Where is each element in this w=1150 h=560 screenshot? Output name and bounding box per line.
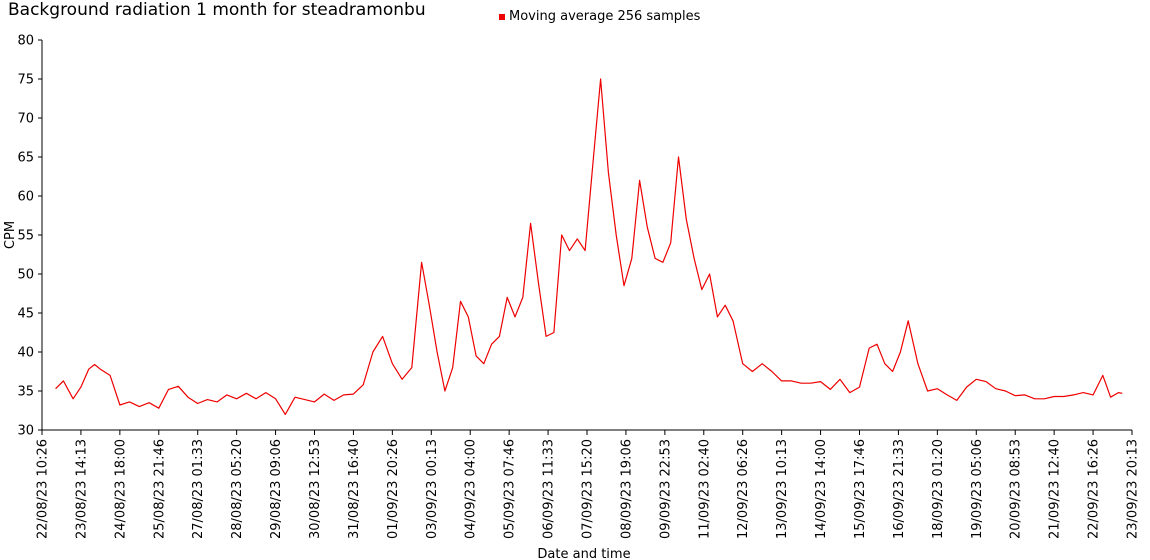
y-tick-label: 60 — [17, 190, 34, 205]
y-axis-ticks: 30 35 40 45 50 55 60 65 70 75 80 — [17, 34, 42, 439]
x-tick-label: 01/09/23 20:26 — [386, 439, 401, 539]
x-axis-label: Date and time — [537, 547, 630, 560]
y-tick-label: 35 — [17, 385, 34, 400]
x-tick-label: 27/08/23 01:33 — [191, 439, 206, 539]
x-tick-label: 09/09/23 22:53 — [658, 439, 673, 539]
x-tick-label: 11/09/23 02:40 — [697, 439, 712, 539]
chart-legend: Moving average 256 samples — [499, 9, 700, 24]
x-tick-label: 14/09/23 14:00 — [814, 439, 829, 539]
y-axis-label: CPM — [3, 221, 18, 249]
x-tick-label: 25/08/23 21:46 — [152, 439, 167, 539]
y-tick-label: 30 — [17, 424, 34, 439]
x-tick-label: 18/09/23 01:20 — [931, 439, 946, 539]
y-tick-label: 55 — [17, 229, 34, 244]
x-tick-label: 06/09/23 11:33 — [542, 439, 557, 539]
x-tick-label: 03/09/23 00:13 — [425, 439, 440, 539]
x-tick-label: 20/09/23 08:53 — [1009, 439, 1024, 539]
y-tick-label: 45 — [17, 307, 34, 322]
x-tick-label: 05/09/23 07:46 — [503, 439, 518, 539]
x-tick-label: 31/08/23 16:40 — [347, 439, 362, 539]
x-tick-label: 19/09/23 05:06 — [970, 439, 985, 539]
chart-title: Background radiation 1 month for steadra… — [8, 0, 426, 20]
x-tick-label: 04/09/23 04:00 — [464, 439, 479, 539]
y-tick-label: 75 — [17, 73, 34, 88]
y-tick-label: 50 — [17, 268, 34, 283]
x-tick-label: 07/09/23 15:20 — [581, 439, 596, 539]
x-tick-label: 30/08/23 12:53 — [308, 439, 323, 539]
x-tick-label: 13/09/23 10:13 — [775, 439, 790, 539]
x-tick-label: 28/08/23 05:20 — [230, 439, 245, 539]
x-tick-label: 22/08/23 10:26 — [36, 439, 51, 539]
legend-label: Moving average 256 samples — [509, 9, 701, 24]
x-tick-label: 22/09/23 16:26 — [1087, 439, 1102, 539]
x-tick-label: 24/08/23 18:00 — [113, 439, 128, 539]
x-tick-label: 16/09/23 21:33 — [892, 439, 907, 539]
y-tick-label: 80 — [17, 34, 34, 49]
series-layer — [55, 78, 1123, 415]
legend-swatch — [499, 13, 505, 20]
series-line-moving-average — [55, 78, 1123, 415]
x-tick-label: 08/09/23 19:06 — [619, 439, 634, 539]
x-tick-label: 12/09/23 06:26 — [736, 439, 751, 539]
x-tick-label: 21/09/23 12:40 — [1048, 439, 1063, 539]
x-tick-label: 29/08/23 09:06 — [269, 439, 284, 539]
y-tick-label: 40 — [17, 346, 34, 361]
x-tick-label: 23/08/23 14:13 — [74, 439, 89, 539]
y-tick-label: 70 — [17, 112, 34, 127]
x-tick-label: 23/09/23 20:13 — [1126, 439, 1141, 539]
y-tick-label: 65 — [17, 151, 34, 166]
x-axis-ticks: 22/08/23 10:26 23/08/23 14:13 24/08/23 18:… — [36, 430, 1141, 539]
x-tick-label: 15/09/23 17:46 — [853, 439, 868, 539]
